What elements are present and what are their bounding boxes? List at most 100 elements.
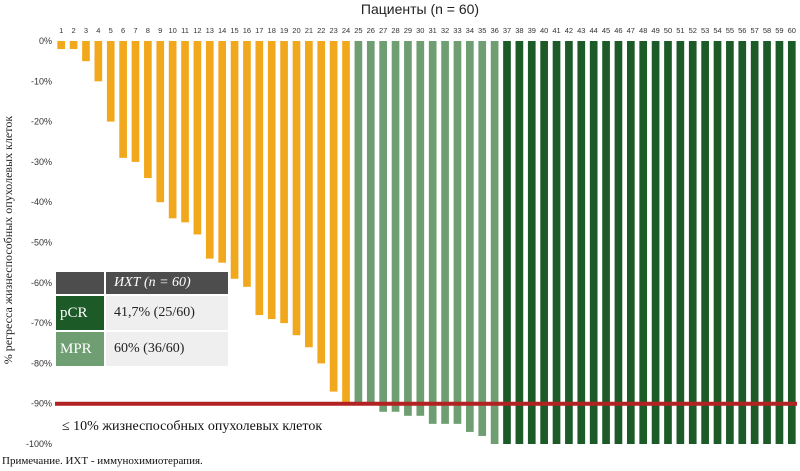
legend-value-pcr: 41,7% (25/60) bbox=[106, 294, 228, 330]
legend-label-mpr: MPR bbox=[56, 330, 106, 366]
bar-patient-56 bbox=[738, 41, 747, 444]
threshold-label: ≤ 10% жизнеспособных опухолевых клеток bbox=[62, 419, 323, 434]
bar-patient-13 bbox=[205, 41, 214, 259]
y-tick-label: -70% bbox=[31, 318, 52, 328]
x-tick-label: 56 bbox=[738, 26, 746, 35]
x-tick-label: 10 bbox=[168, 26, 176, 35]
bar-patient-44 bbox=[589, 41, 598, 444]
x-tick-label: 26 bbox=[367, 26, 375, 35]
bar-patient-32 bbox=[441, 41, 449, 424]
bar-patient-10 bbox=[168, 41, 177, 219]
x-tick-label: 57 bbox=[750, 26, 758, 35]
bar-patient-33 bbox=[453, 41, 462, 424]
bar-patient-16 bbox=[243, 41, 251, 287]
bar-patient-1 bbox=[57, 41, 66, 50]
bar-patient-46 bbox=[614, 41, 623, 444]
legend-header: ИХТ (n = 60) bbox=[106, 272, 228, 294]
bar-patient-42 bbox=[565, 41, 573, 444]
bar-patient-49 bbox=[651, 41, 660, 444]
bar-patient-38 bbox=[515, 41, 524, 444]
bar-patient-45 bbox=[602, 41, 610, 444]
bar-patient-29 bbox=[404, 41, 412, 416]
y-tick-label: -10% bbox=[31, 76, 52, 86]
bar-patient-14 bbox=[218, 41, 227, 263]
x-tick-label: 48 bbox=[639, 26, 647, 35]
x-tick-label: 7 bbox=[133, 26, 137, 35]
bars bbox=[57, 41, 796, 444]
y-tick-label: -40% bbox=[31, 197, 52, 207]
x-tick-label: 37 bbox=[503, 26, 511, 35]
bar-patient-5 bbox=[106, 41, 115, 122]
bar-patient-41 bbox=[552, 41, 561, 444]
bar-patient-52 bbox=[688, 41, 697, 444]
x-tick-label: 31 bbox=[429, 26, 437, 35]
bar-patient-47 bbox=[626, 41, 635, 444]
x-tick-label: 53 bbox=[701, 26, 709, 35]
legend-value-mpr: 60% (36/60) bbox=[106, 330, 228, 366]
bar-patient-27 bbox=[379, 41, 387, 412]
x-tick-label: 55 bbox=[726, 26, 734, 35]
bar-patient-8 bbox=[144, 41, 152, 179]
bar-patient-11 bbox=[181, 41, 189, 223]
x-tick-label: 41 bbox=[552, 26, 560, 35]
bar-patient-18 bbox=[267, 41, 276, 320]
bar-patient-39 bbox=[527, 41, 536, 444]
bar-patient-58 bbox=[763, 41, 771, 444]
x-tick-label: 43 bbox=[577, 26, 585, 35]
x-tick-label: 35 bbox=[478, 26, 486, 35]
x-tick-label: 46 bbox=[614, 26, 622, 35]
x-tick-label: 1 bbox=[59, 26, 63, 35]
bar-patient-9 bbox=[156, 41, 165, 203]
bar-patient-4 bbox=[94, 41, 103, 82]
bar-patient-3 bbox=[82, 41, 90, 62]
x-tick-label: 5 bbox=[109, 26, 113, 35]
bar-patient-54 bbox=[713, 41, 722, 444]
y-tick-label: -60% bbox=[31, 278, 52, 288]
footnote: Примечание. ИХТ - иммунохимиотерапия. bbox=[2, 455, 203, 467]
bar-patient-36 bbox=[490, 41, 499, 444]
x-tick-label: 36 bbox=[490, 26, 498, 35]
y-tick-label: -30% bbox=[31, 157, 52, 167]
x-tick-label: 30 bbox=[416, 26, 424, 35]
bar-patient-28 bbox=[391, 41, 400, 412]
bar-patient-17 bbox=[255, 41, 264, 316]
x-tick-label: 39 bbox=[528, 26, 536, 35]
x-tick-label: 11 bbox=[181, 26, 189, 35]
legend-table: ИХТ (n = 60) pCR 41,7% (25/60) MPR 60% (… bbox=[56, 272, 228, 366]
bar-patient-26 bbox=[366, 41, 375, 404]
bar-patient-34 bbox=[466, 41, 474, 432]
x-tick-label: 50 bbox=[664, 26, 672, 35]
bar-patient-37 bbox=[503, 41, 511, 444]
x-tick-label: 51 bbox=[676, 26, 684, 35]
x-tick-label: 34 bbox=[466, 26, 474, 35]
bar-patient-20 bbox=[292, 41, 301, 336]
x-tick-label: 20 bbox=[292, 26, 300, 35]
x-tick-labels: 1 2 3 4 5 6 7 8 9 10 11 12 13 14 15 16 17 18 19 20 21 22 23 24 2… bbox=[59, 26, 796, 35]
x-tick-label: 47 bbox=[627, 26, 635, 35]
bar-patient-6 bbox=[119, 41, 127, 158]
x-tick-label: 13 bbox=[206, 26, 214, 35]
x-tick-label: 45 bbox=[602, 26, 610, 35]
x-tick-label: 42 bbox=[565, 26, 573, 35]
bar-patient-43 bbox=[577, 41, 586, 444]
bar-patient-57 bbox=[750, 41, 759, 444]
x-tick-label: 21 bbox=[305, 26, 313, 35]
x-tick-label: 28 bbox=[391, 26, 399, 35]
bar-patient-48 bbox=[639, 41, 648, 444]
y-tick-label: -20% bbox=[31, 117, 52, 127]
x-tick-label: 19 bbox=[280, 26, 288, 35]
x-tick-label: 3 bbox=[84, 26, 88, 35]
bar-patient-35 bbox=[478, 41, 487, 436]
x-tick-label: 8 bbox=[146, 26, 150, 35]
bar-patient-24 bbox=[342, 41, 350, 404]
bar-patient-59 bbox=[775, 41, 784, 444]
y-tick-label: 0% bbox=[39, 36, 52, 46]
y-tick-label: -100% bbox=[26, 439, 52, 449]
bar-patient-7 bbox=[131, 41, 140, 162]
bar-patient-21 bbox=[305, 41, 313, 348]
x-tick-label: 18 bbox=[268, 26, 276, 35]
bar-patient-19 bbox=[280, 41, 288, 324]
x-tick-label: 17 bbox=[255, 26, 263, 35]
x-tick-label: 23 bbox=[329, 26, 337, 35]
